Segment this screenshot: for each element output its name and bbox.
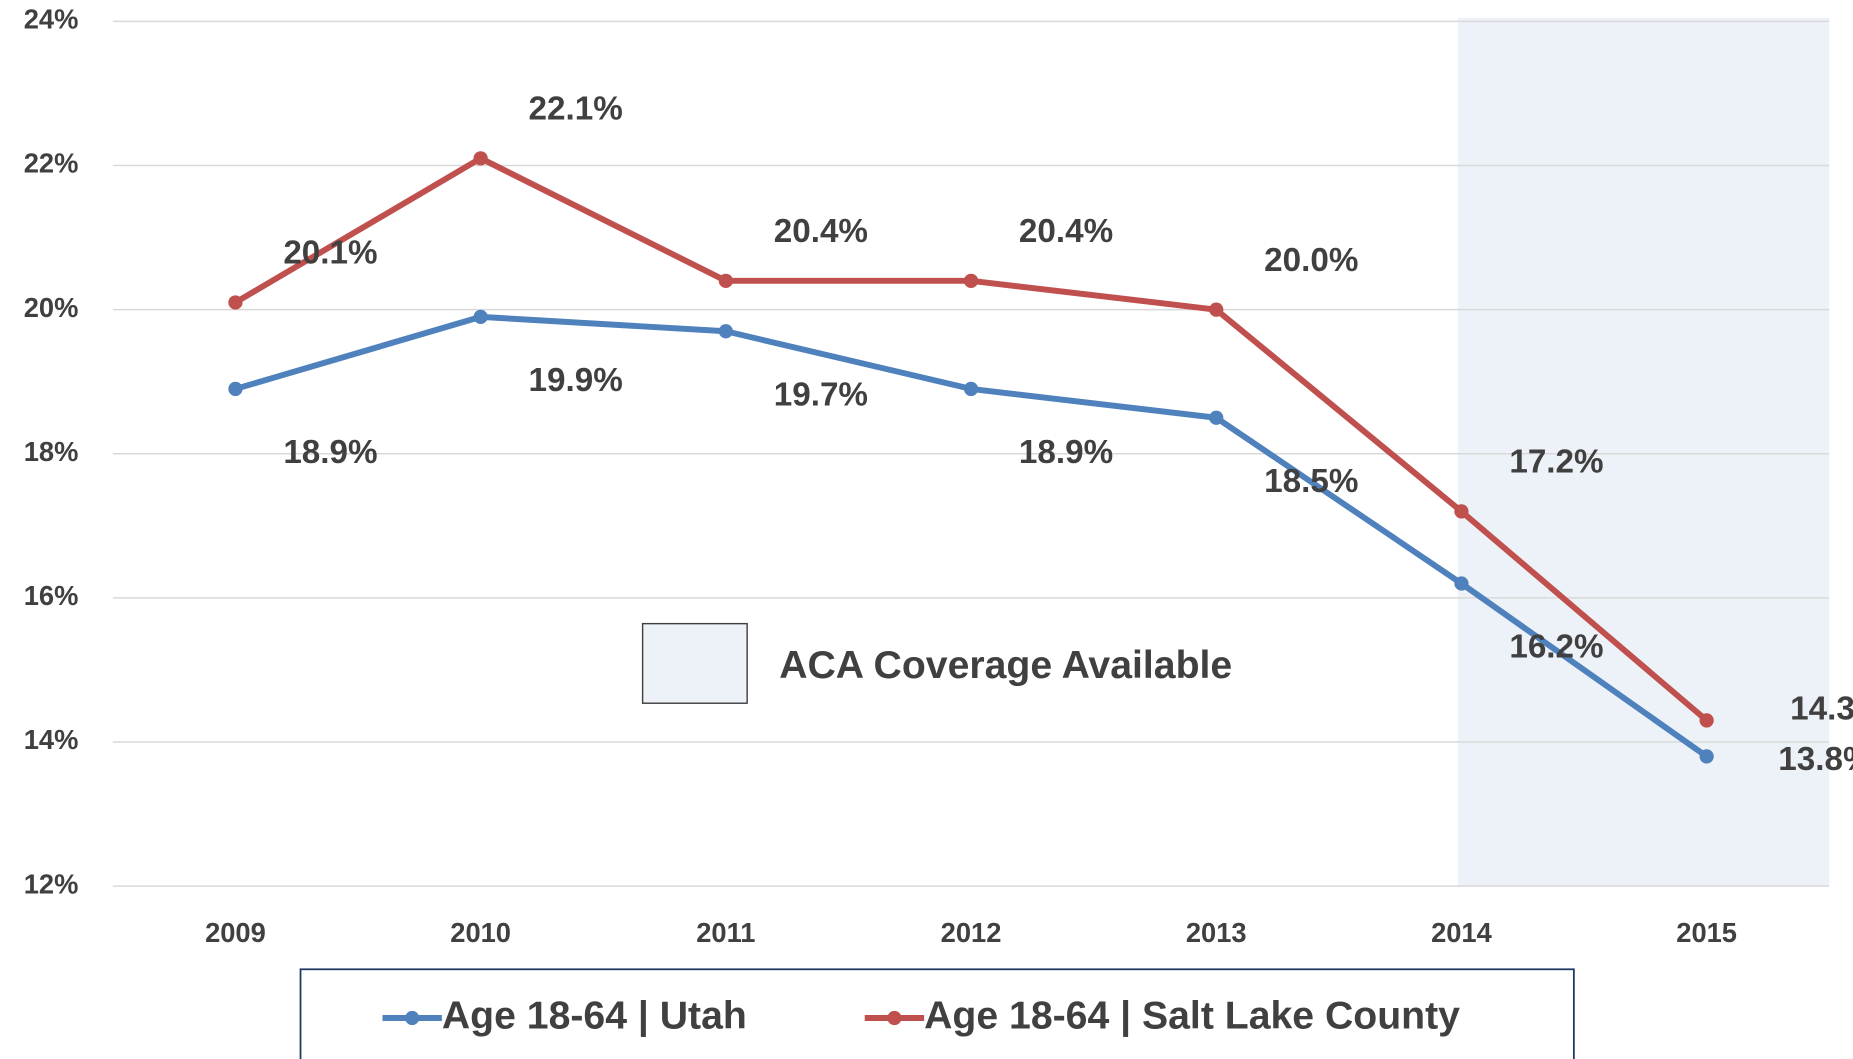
data-label: 20.1% [283, 235, 377, 272]
data-label: 20.0% [1264, 242, 1358, 279]
shaded-region-key [641, 622, 748, 704]
y-tick-label: 20% [24, 292, 79, 323]
data-label: 17.2% [1509, 444, 1603, 481]
y-tick-label: 16% [24, 580, 79, 611]
y-tick-label: 18% [24, 436, 79, 467]
data-point [1699, 713, 1714, 728]
data-point [963, 273, 979, 288]
data-label: 19.9% [529, 362, 623, 399]
data-label: 19.7% [774, 376, 868, 413]
y-tick-label: 14% [24, 724, 79, 755]
legend-label: Age 18-64 | Salt Lake County [924, 994, 1460, 1037]
x-tick-label: 2011 [696, 917, 755, 948]
y-tick-label: 22% [24, 148, 79, 179]
data-point [228, 295, 243, 310]
data-point [1454, 504, 1469, 519]
y-tick-label: 24% [24, 4, 79, 35]
x-tick-label: 2014 [1431, 917, 1493, 948]
shaded-region-label: ACA Coverage Available [779, 644, 1232, 687]
x-tick-label: 2013 [1186, 917, 1247, 948]
data-point [718, 273, 733, 288]
x-tick-label: 2015 [1676, 917, 1737, 948]
data-label: 18.9% [1019, 434, 1113, 471]
data-label: 13.8% [1778, 741, 1853, 778]
data-point [473, 309, 488, 324]
x-tick-label: 2009 [205, 917, 266, 948]
legend-label: Age 18-64 | Utah [442, 994, 747, 1037]
legend-marker [887, 1010, 902, 1026]
data-point [228, 381, 243, 397]
data-label: 18.9% [283, 434, 377, 471]
data-label: 16.2% [1509, 629, 1603, 666]
y-tick-label: 12% [24, 868, 79, 899]
data-label: 14.3% [1790, 691, 1853, 728]
data-point [473, 151, 488, 166]
data-point [1209, 410, 1224, 425]
data-point [1209, 302, 1224, 317]
data-label: 20.4% [1019, 213, 1113, 250]
legend-box [299, 968, 1575, 1059]
x-tick-label: 2012 [941, 917, 1002, 948]
data-label: 22.1% [529, 91, 623, 128]
data-point [963, 381, 979, 397]
data-point [1454, 576, 1469, 591]
data-label: 20.4% [774, 213, 868, 250]
data-label: 18.5% [1264, 463, 1358, 500]
data-point [1699, 749, 1714, 764]
x-tick-label: 2010 [450, 917, 511, 948]
data-point [718, 324, 733, 339]
legend-marker [405, 1010, 420, 1026]
